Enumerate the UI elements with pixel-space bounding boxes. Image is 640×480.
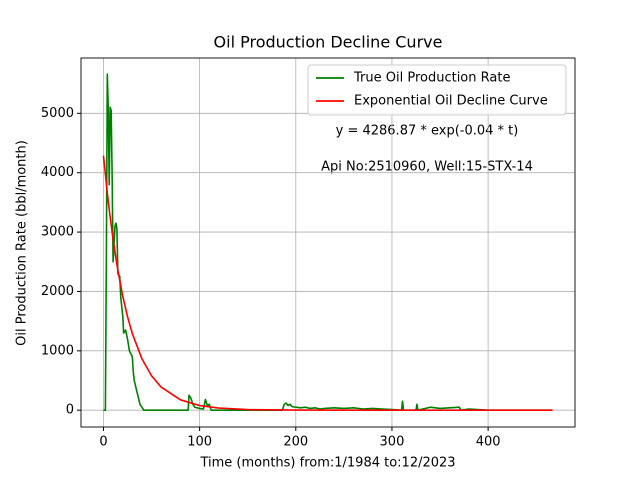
y-tick-label: 0	[66, 403, 74, 418]
y-tick-label: 4000	[41, 165, 74, 180]
y-tick-label: 2000	[41, 284, 74, 299]
chart-title: Oil Production Decline Curve	[214, 33, 443, 52]
y-tick-label: 1000	[41, 343, 74, 358]
legend-label: True Oil Production Rate	[353, 71, 510, 86]
series-line	[102, 155, 553, 411]
x-tick-label: 100	[187, 435, 212, 450]
x-tick-label: 300	[380, 435, 405, 450]
y-axis-label: Oil Production Rate (bbl/month)	[15, 140, 30, 346]
x-tick-label: 0	[99, 435, 107, 450]
y-tick-label: 3000	[41, 225, 74, 240]
annotation: Api No:2510960, Well:15-STX-14	[321, 160, 533, 175]
y-tick-label: 5000	[41, 106, 74, 121]
annotation: y = 4286.87 * exp(-0.04 * t)	[336, 124, 519, 139]
legend-box	[307, 64, 567, 116]
x-axis-label: Time (months) from:1/1984 to:12/2023	[199, 456, 455, 471]
series-line	[103, 73, 553, 411]
x-tick-label: 400	[476, 435, 501, 450]
plot-frame	[80, 57, 576, 428]
legend-label: Exponential Oil Decline Curve	[354, 94, 548, 109]
x-tick-label: 200	[283, 435, 308, 450]
